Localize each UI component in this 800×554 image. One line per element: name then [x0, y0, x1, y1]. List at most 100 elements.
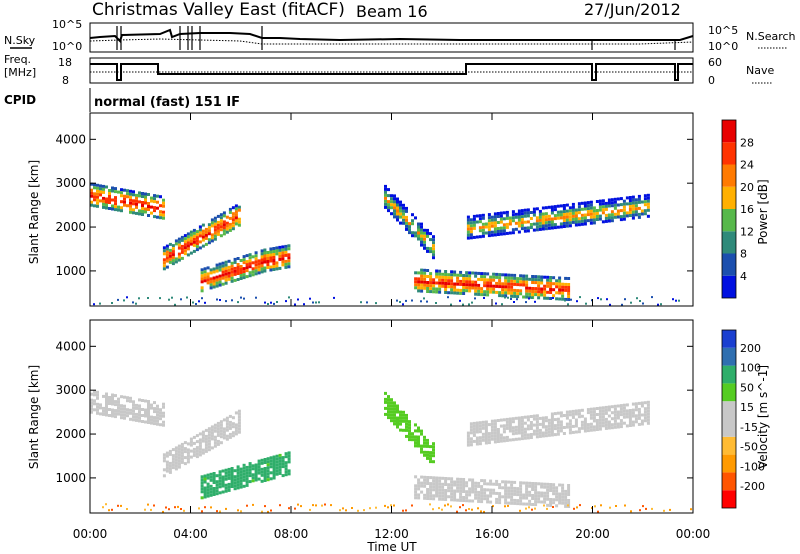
echo-cell	[275, 463, 279, 467]
echo-speckle	[243, 297, 245, 300]
echo-cell	[216, 424, 220, 428]
echo-cell	[162, 213, 165, 217]
echo-speckle	[153, 504, 155, 507]
echo-cell	[429, 460, 432, 464]
echo-cell	[534, 500, 538, 504]
echo-cell	[180, 244, 184, 248]
colorbar-swatch	[722, 186, 736, 209]
echo-cell	[408, 432, 411, 436]
echo-cell	[225, 215, 229, 219]
echo-cell	[544, 419, 548, 423]
echo-cell	[613, 212, 617, 216]
echo-cell	[552, 294, 556, 298]
echo-cell	[601, 220, 605, 224]
echo-speckle	[132, 301, 134, 304]
echo-cell	[508, 438, 512, 442]
echo-cell	[567, 292, 571, 295]
echo-cell	[531, 281, 535, 284]
echo-cell	[637, 413, 641, 417]
echo-cell	[543, 296, 547, 300]
echo-cell	[417, 429, 420, 433]
echo-cell	[477, 493, 481, 497]
echo-cell	[174, 449, 178, 453]
echo-cell	[532, 210, 536, 214]
echo-cell	[489, 287, 493, 291]
echo-cell	[177, 453, 181, 457]
echo-cell	[543, 287, 547, 291]
echo-cell	[462, 292, 466, 295]
echo-cell	[426, 284, 430, 287]
echo-cell	[402, 419, 405, 423]
echo-cell	[513, 486, 517, 490]
echo-cell	[520, 425, 524, 429]
echo-cell	[601, 208, 605, 212]
echo-cell	[568, 428, 572, 432]
echo-cell	[438, 482, 442, 486]
echo-cell	[231, 212, 235, 216]
echo-cell	[537, 287, 541, 291]
echo-speckle	[162, 510, 164, 513]
echo-cell	[475, 424, 479, 428]
echo-cell	[417, 484, 421, 488]
echo-cell	[438, 287, 442, 291]
echo-cell	[498, 495, 502, 499]
echo-cell	[577, 211, 581, 215]
echo-cell	[553, 433, 557, 437]
echo-cell	[495, 491, 499, 495]
echo-cell	[228, 423, 232, 427]
y-tick-label: 2000	[55, 220, 86, 234]
echo-cell	[622, 412, 626, 416]
echo-cell	[556, 204, 560, 208]
echo-cell	[537, 275, 541, 279]
echo-cell	[564, 282, 568, 286]
echo-cell	[507, 279, 511, 283]
echo-cell	[153, 416, 156, 420]
echo-cell	[405, 224, 408, 228]
echo-cell	[453, 270, 457, 274]
echo-cell	[589, 416, 593, 420]
echo-cell	[251, 255, 255, 259]
echo-speckle	[573, 507, 575, 510]
echo-cell	[150, 418, 153, 422]
echo-cell	[534, 275, 538, 279]
echo-cell	[96, 201, 99, 205]
echo-cell	[206, 476, 210, 480]
echo-cell	[547, 226, 551, 230]
echo-cell	[444, 279, 448, 282]
echo-cell	[493, 428, 497, 432]
echo-cell	[287, 247, 291, 251]
echo-cell	[574, 424, 578, 428]
echo-cell	[552, 483, 556, 487]
echo-cell	[447, 495, 451, 499]
echo-cell	[456, 477, 460, 481]
echo-cell	[204, 446, 208, 450]
echo-cell	[183, 249, 187, 253]
echo-cell	[567, 286, 571, 289]
echo-cell	[218, 283, 222, 287]
echo-cell	[192, 234, 196, 238]
echo-cell	[93, 195, 96, 199]
echo-cell	[236, 480, 240, 484]
echo-cell	[568, 419, 572, 423]
echo-speckle	[276, 301, 278, 303]
echo-cell	[222, 427, 226, 431]
echo-cell	[90, 410, 93, 414]
echo-speckle	[468, 508, 470, 510]
echo-cell	[408, 423, 411, 427]
echo-cell	[469, 230, 473, 234]
echo-cell	[499, 229, 503, 233]
echo-speckle	[237, 301, 239, 304]
echo-cell	[213, 438, 217, 442]
echo-cell	[414, 438, 417, 442]
echo-cell	[186, 253, 190, 257]
echo-cell	[200, 280, 204, 284]
echo-cell	[393, 209, 396, 213]
echo-cell	[567, 490, 571, 493]
echo-cell	[474, 484, 478, 488]
velocity-colorbar-tick: 15	[740, 401, 754, 414]
echo-cell	[203, 279, 207, 283]
echo-cell	[643, 203, 647, 207]
echo-cell	[408, 222, 411, 226]
nave-tick-top: 60	[708, 56, 722, 69]
echo-cell	[604, 426, 608, 430]
